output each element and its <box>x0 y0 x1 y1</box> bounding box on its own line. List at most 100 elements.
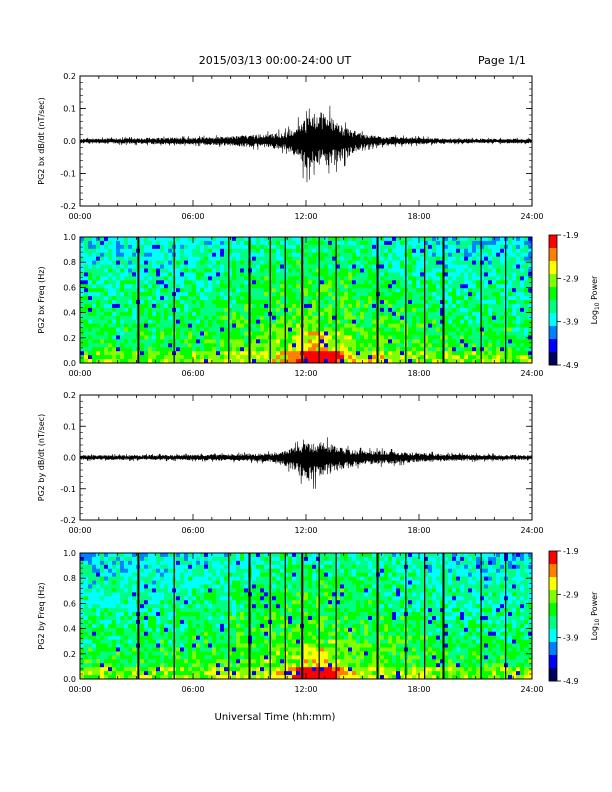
heatmap-cell <box>176 553 181 558</box>
heatmap-cell <box>496 284 501 289</box>
heatmap-cell <box>408 288 413 293</box>
heatmap-cell <box>520 268 525 273</box>
heatmap-cell <box>364 351 369 356</box>
heatmap-cell <box>416 244 421 250</box>
heatmap-cell <box>316 240 321 246</box>
heatmap-cell <box>324 355 329 360</box>
heatmap-cell <box>92 584 97 589</box>
heatmap-cell <box>384 343 389 348</box>
heatmap-cell <box>420 311 425 317</box>
heatmap-cell <box>188 237 193 242</box>
heatmap-cell <box>216 264 221 269</box>
heatmap-cell <box>108 351 113 356</box>
heatmap-cell <box>92 284 97 289</box>
heatmap-cell <box>112 584 117 589</box>
heatmap-cell <box>444 288 449 293</box>
heatmap-cell <box>496 351 501 356</box>
heatmap-cell <box>192 331 197 336</box>
heatmap-cell <box>160 647 165 652</box>
heatmap-cell <box>168 244 173 250</box>
heatmap-cell <box>160 600 165 605</box>
heatmap-cell <box>164 244 169 250</box>
heatmap-cell <box>428 315 433 321</box>
heatmap-cell <box>252 300 257 305</box>
heatmap-cell <box>352 256 357 262</box>
heatmap-cell <box>132 553 137 558</box>
heatmap-cell <box>132 584 137 589</box>
heatmap-cell <box>228 284 233 289</box>
heatmap-cell <box>196 296 201 301</box>
heatmap-cell <box>488 256 493 262</box>
heatmap-cell <box>492 311 497 317</box>
heatmap-cell <box>516 288 521 293</box>
heatmap-cell <box>324 256 329 262</box>
heatmap-cell <box>176 647 181 652</box>
heatmap-cell <box>140 343 145 348</box>
heatmap-cell <box>180 631 185 637</box>
heatmap-cell <box>192 351 197 356</box>
heatmap-cell <box>84 244 89 250</box>
heatmap-cell <box>168 556 173 562</box>
heatmap-cell <box>292 240 297 246</box>
heatmap-cell <box>364 315 369 321</box>
heatmap-cell <box>160 355 165 360</box>
heatmap-cell <box>336 355 341 360</box>
heatmap-cell <box>112 292 117 297</box>
heatmap-cell <box>168 643 173 648</box>
heatmap-cell <box>132 572 137 578</box>
heatmap-cell <box>400 319 405 325</box>
heatmap-cell <box>116 359 121 364</box>
heatmap-cell <box>188 268 193 273</box>
heatmap-cell <box>196 280 201 285</box>
heatmap-cell <box>408 244 413 250</box>
heatmap-cell <box>192 635 197 641</box>
heatmap-cell <box>220 307 225 313</box>
heatmap-cell <box>280 284 285 289</box>
heatmap-cell <box>184 256 189 262</box>
heatmap-cell <box>164 237 169 242</box>
heatmap-cell <box>84 288 89 293</box>
heatmap-cell <box>500 339 505 344</box>
heatmap-cell <box>164 659 169 664</box>
heatmap-cell <box>480 311 485 317</box>
heatmap-cell <box>308 355 313 360</box>
heatmap-cell <box>432 323 437 328</box>
heatmap-cell <box>488 303 493 309</box>
heatmap-cell <box>396 331 401 336</box>
heatmap-cell <box>84 600 89 605</box>
heatmap-cell <box>424 237 429 242</box>
heatmap-cell <box>468 268 473 273</box>
heatmap-cell <box>340 252 345 258</box>
heatmap-cell <box>464 359 469 364</box>
heatmap-cell <box>180 237 185 242</box>
heatmap-cell <box>344 331 349 336</box>
heatmap-cell <box>168 663 173 668</box>
heatmap-cell <box>100 288 105 293</box>
heatmap-cell <box>332 260 337 265</box>
heatmap-cell <box>368 284 373 289</box>
heatmap-cell <box>460 307 465 313</box>
heatmap-cell <box>124 347 129 352</box>
heatmap-cell <box>96 292 101 297</box>
heatmap-cell <box>528 323 533 328</box>
heatmap-cell <box>96 252 101 258</box>
heatmap-cell <box>524 323 529 328</box>
heatmap-cell <box>280 248 285 254</box>
heatmap-cell <box>180 639 185 644</box>
heatmap-cell <box>128 556 133 562</box>
heatmap-cell <box>348 237 353 242</box>
heatmap-cell <box>424 288 429 293</box>
heatmap-cell <box>372 335 377 340</box>
heatmap-cell <box>280 303 285 309</box>
heatmap-cell <box>92 580 97 585</box>
heatmap-cell <box>120 627 125 633</box>
heatmap-cell <box>80 643 85 648</box>
heatmap-cell <box>252 315 257 321</box>
heatmap-cell <box>488 323 493 328</box>
heatmap-cell <box>528 347 533 352</box>
heatmap-cell <box>128 335 133 340</box>
heatmap-cell <box>432 351 437 356</box>
heatmap-cell <box>180 655 185 660</box>
heatmap-cell <box>148 311 153 317</box>
heatmap-cell <box>184 671 189 676</box>
